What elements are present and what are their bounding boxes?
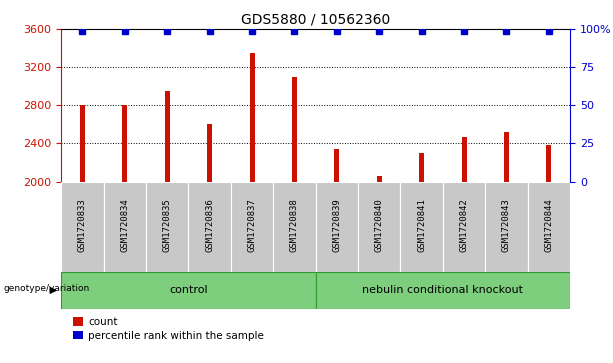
Bar: [400, 182, 443, 272]
Bar: [546, 145, 552, 182]
Bar: [231, 182, 273, 272]
Text: nebulin conditional knockout: nebulin conditional knockout: [362, 285, 524, 295]
Title: GDS5880 / 10562360: GDS5880 / 10562360: [241, 12, 390, 26]
Bar: [123, 105, 128, 182]
Bar: [462, 137, 466, 182]
Bar: [358, 182, 400, 272]
Bar: [292, 77, 297, 182]
Text: GSM1720841: GSM1720841: [417, 198, 426, 252]
Text: GSM1720844: GSM1720844: [544, 198, 554, 252]
Bar: [334, 149, 340, 182]
Bar: [80, 105, 85, 182]
Bar: [249, 53, 254, 181]
Bar: [377, 176, 382, 182]
Bar: [189, 182, 231, 272]
Bar: [443, 182, 485, 272]
Legend: count, percentile rank within the sample: count, percentile rank within the sample: [72, 317, 264, 340]
Text: GSM1720842: GSM1720842: [460, 198, 468, 252]
Bar: [485, 182, 528, 272]
Text: GSM1720833: GSM1720833: [78, 198, 87, 252]
Bar: [61, 272, 316, 309]
Text: GSM1720838: GSM1720838: [290, 198, 299, 252]
Text: GSM1720839: GSM1720839: [332, 198, 341, 252]
Bar: [146, 182, 189, 272]
Text: GSM1720843: GSM1720843: [502, 198, 511, 252]
Text: genotype/variation: genotype/variation: [3, 284, 89, 293]
Bar: [316, 182, 358, 272]
Bar: [504, 132, 509, 182]
Bar: [528, 182, 570, 272]
Bar: [419, 153, 424, 182]
Bar: [104, 182, 146, 272]
Bar: [165, 91, 170, 182]
Bar: [207, 125, 212, 182]
Text: GSM1720835: GSM1720835: [163, 198, 172, 252]
Text: GSM1720840: GSM1720840: [375, 198, 384, 252]
Text: GSM1720836: GSM1720836: [205, 198, 214, 252]
Bar: [61, 182, 104, 272]
Text: GSM1720834: GSM1720834: [120, 198, 129, 252]
Bar: [273, 182, 316, 272]
Text: control: control: [169, 285, 208, 295]
Bar: [316, 272, 570, 309]
Text: GSM1720837: GSM1720837: [248, 198, 257, 252]
